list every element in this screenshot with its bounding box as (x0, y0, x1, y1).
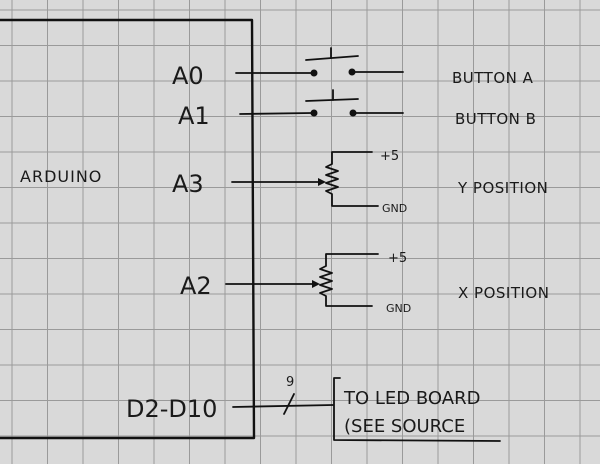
pin-digital-label: D2-D10 (126, 395, 217, 423)
button-a-switch (235, 47, 404, 77)
button-a-label: BUTTON A (452, 69, 534, 87)
led-board-line1: TO LED BOARD (343, 388, 480, 409)
x-potentiometer (225, 253, 379, 307)
x-position-label: X POSITION (458, 284, 549, 302)
pin-a3-label: A3 (172, 170, 204, 198)
arduino-block: ARDUINO (0, 18, 256, 440)
led-board-line2: (SEE SOURCE (344, 416, 465, 437)
x-pot-gnd-label: GND (386, 302, 411, 315)
pin-a0-label: A0 (172, 62, 204, 90)
button-b-switch (239, 89, 404, 117)
y-pot-plus5-label: +5 (380, 149, 399, 164)
bus-width-label: 9 (286, 375, 294, 390)
x-pot-plus5-label: +5 (388, 251, 407, 266)
arduino-outline (0, 18, 256, 440)
y-potentiometer (231, 151, 379, 207)
led-board-bracket (333, 377, 501, 442)
pin-a2-label: A2 (180, 272, 212, 300)
y-position-label: Y POSITION (457, 179, 548, 197)
button-b-label: BUTTON B (455, 110, 536, 128)
pin-a1-label: A1 (178, 102, 210, 130)
y-pot-gnd-label: GND (382, 202, 407, 215)
arduino-label: ARDUINO (20, 167, 102, 186)
digital-bus (232, 377, 501, 442)
